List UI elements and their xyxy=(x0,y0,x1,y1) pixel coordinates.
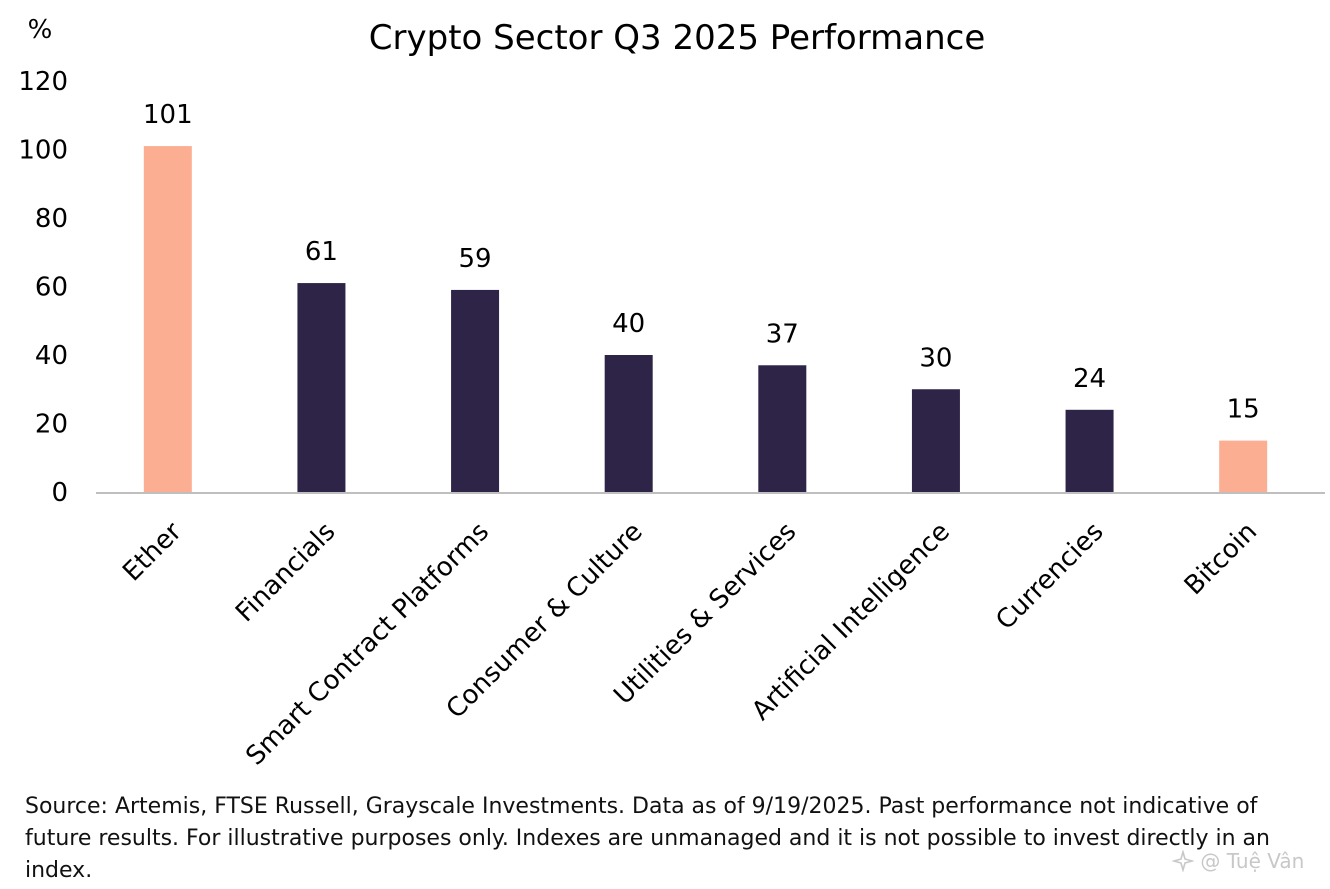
y-tick-label: 0 xyxy=(51,478,68,508)
watermark-text: @ Tuệ Vân xyxy=(1200,849,1305,873)
y-tick-label: 80 xyxy=(35,204,68,234)
y-tick-label: 100 xyxy=(18,136,68,166)
bar xyxy=(451,289,500,492)
bar-data-label: 30 xyxy=(919,343,952,373)
sparkle-logo-icon xyxy=(1171,849,1195,873)
bar xyxy=(758,365,807,492)
source-note: Source: Artemis, FTSE Russell, Grayscale… xyxy=(25,794,1270,883)
watermark: @ Tuệ Vân xyxy=(1171,849,1305,873)
bar-data-label: 59 xyxy=(459,244,492,274)
y-axis-ticks: 0 20 40 60 80 100 120 xyxy=(18,67,68,508)
bar xyxy=(911,389,960,492)
bar-data-label: 101 xyxy=(143,100,193,130)
x-category-label: Currencies xyxy=(990,517,1109,636)
y-tick-label: 120 xyxy=(18,67,68,97)
bar-data-label: 37 xyxy=(766,319,799,349)
bars xyxy=(143,146,1268,492)
x-category-label: Ether xyxy=(117,517,188,588)
bar-chart: Crypto Sector Q3 2025 Performance % 0 20 4… xyxy=(18,15,1325,772)
bar-data-label: 15 xyxy=(1227,395,1260,425)
bar-data-labels: 101 61 59 40 37 30 24 15 xyxy=(143,100,1260,425)
y-tick-label: 60 xyxy=(35,273,68,303)
bar xyxy=(297,283,346,492)
bar xyxy=(1065,409,1114,492)
bar xyxy=(604,355,653,492)
x-category-label: Financials xyxy=(230,517,341,628)
y-tick-label: 40 xyxy=(35,341,68,371)
y-axis-unit-label: % xyxy=(28,15,53,45)
bar-data-label: 40 xyxy=(612,309,645,339)
bar xyxy=(1219,440,1268,492)
bar-data-label: 24 xyxy=(1073,364,1106,394)
bar-data-label: 61 xyxy=(305,237,338,267)
chart-title: Crypto Sector Q3 2025 Performance xyxy=(369,18,985,58)
y-tick-label: 20 xyxy=(35,410,68,440)
x-category-label: Smart Contract Platforms xyxy=(240,517,495,772)
x-category-label: Bitcoin xyxy=(1179,517,1263,601)
bar xyxy=(143,146,192,492)
